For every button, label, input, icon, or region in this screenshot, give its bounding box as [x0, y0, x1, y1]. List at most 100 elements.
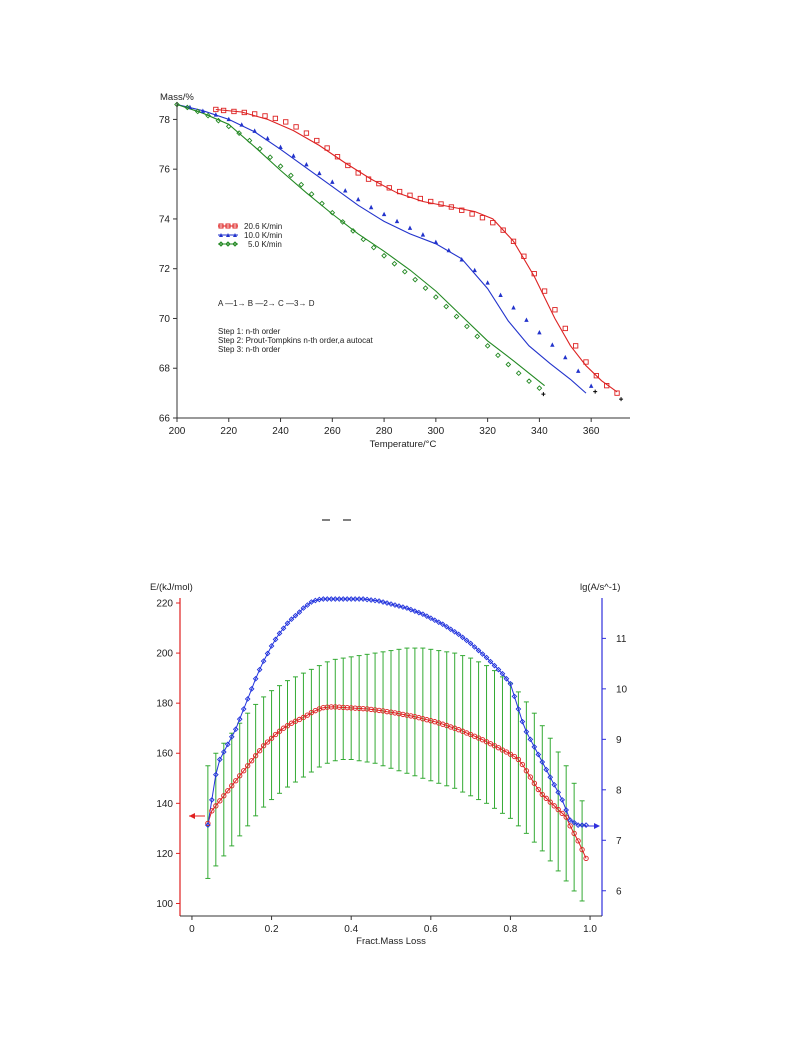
- data-point: [505, 361, 512, 368]
- e-point: [237, 773, 243, 779]
- data-point: [283, 119, 289, 125]
- data-point: [448, 204, 455, 210]
- lga-point: [240, 706, 247, 712]
- lga-point: [427, 615, 434, 622]
- data-point: [479, 215, 486, 221]
- lga-point: [471, 644, 478, 650]
- lga-point: [575, 822, 581, 828]
- data-point: [515, 370, 522, 377]
- e-point: [519, 761, 526, 768]
- lga-point: [491, 662, 498, 669]
- data-point: [350, 228, 356, 234]
- lga-point: [360, 596, 366, 602]
- data-point: [433, 239, 439, 245]
- e-point: [583, 855, 589, 862]
- data-point: [433, 294, 439, 300]
- data-point: [225, 123, 232, 130]
- e-point: [252, 753, 259, 759]
- data-point: [526, 378, 532, 385]
- e-point: [304, 712, 311, 718]
- x-tick-label: 260: [324, 426, 341, 437]
- data-point: [252, 111, 258, 117]
- lga-point: [264, 650, 271, 657]
- lga-point: [503, 675, 510, 682]
- lga-point: [416, 609, 422, 616]
- lga-point: [511, 693, 518, 700]
- data-point: [324, 145, 330, 151]
- data-point: [485, 280, 490, 285]
- x-tick-label: 300: [428, 426, 445, 437]
- data-point: [563, 354, 568, 360]
- e-point: [527, 774, 533, 780]
- lga-point: [328, 596, 335, 602]
- data-point: [205, 112, 211, 119]
- e-point: [567, 823, 573, 829]
- lga-point: [288, 616, 295, 623]
- lga-point: [205, 822, 211, 828]
- lga-axis-label: lg(A/s^-1): [580, 582, 620, 593]
- e-point: [575, 838, 581, 844]
- lga-point: [420, 611, 426, 617]
- lga-point: [380, 599, 386, 605]
- x-tick-label: 0: [189, 924, 195, 935]
- e-point: [507, 751, 514, 757]
- lga-point: [336, 596, 343, 602]
- lga-point: [431, 617, 438, 624]
- lga-point: [567, 817, 573, 823]
- lga-point: [579, 822, 585, 828]
- lga-point: [256, 666, 263, 673]
- data-point: [469, 211, 475, 217]
- e-point: [272, 731, 279, 738]
- data-point: [472, 267, 477, 273]
- lga-point: [384, 600, 390, 606]
- data-point: [355, 170, 361, 176]
- data-point: [524, 317, 529, 322]
- data-point: [298, 181, 305, 188]
- e-point: [559, 810, 565, 816]
- e-point: [296, 716, 303, 723]
- data-point: [572, 343, 579, 349]
- data-point: [288, 172, 294, 179]
- lga-point: [531, 744, 538, 750]
- right-tick-label: 9: [616, 735, 622, 746]
- left-tick-label: 180: [156, 699, 173, 710]
- lga-point: [356, 596, 362, 602]
- lga-point: [372, 597, 378, 604]
- lga-point: [443, 623, 450, 630]
- lga-point: [543, 766, 550, 773]
- y-tick-label: 72: [159, 264, 171, 275]
- data-point: [278, 144, 283, 149]
- data-point: [521, 253, 527, 259]
- data-point: [438, 201, 444, 207]
- data-point: [500, 227, 506, 233]
- data-point: [498, 292, 503, 298]
- right-tick-label: 11: [616, 634, 627, 645]
- data-point: [562, 325, 568, 332]
- data-point: [267, 154, 274, 161]
- data-point: [412, 276, 418, 283]
- e-point: [491, 743, 498, 749]
- lga-point: [515, 706, 522, 712]
- lga-point: [487, 658, 494, 665]
- lga-point: [455, 631, 462, 638]
- x-tick-label: 360: [583, 426, 600, 437]
- data-point: [356, 196, 361, 202]
- legend-label: 10.0 K/min: [244, 231, 282, 240]
- lga-point: [284, 620, 291, 627]
- lga-point: [280, 625, 287, 632]
- data-point: [213, 112, 219, 117]
- fraction-x-axis-label: Fract.Mass Loss: [356, 936, 426, 947]
- lga-point: [459, 634, 466, 641]
- data-point: [220, 107, 227, 114]
- lga-point: [392, 602, 398, 608]
- step-3-label: Step 3: n-th order: [218, 345, 281, 354]
- lga-point: [228, 733, 235, 740]
- e-point: [551, 803, 557, 809]
- data-point: [484, 343, 491, 349]
- data-point: [314, 137, 320, 144]
- x-tick-label: 0.6: [424, 924, 438, 935]
- lga-point: [507, 680, 514, 687]
- data-point: [330, 179, 335, 184]
- x-tick-label: 220: [220, 426, 237, 437]
- data-point: [446, 247, 451, 253]
